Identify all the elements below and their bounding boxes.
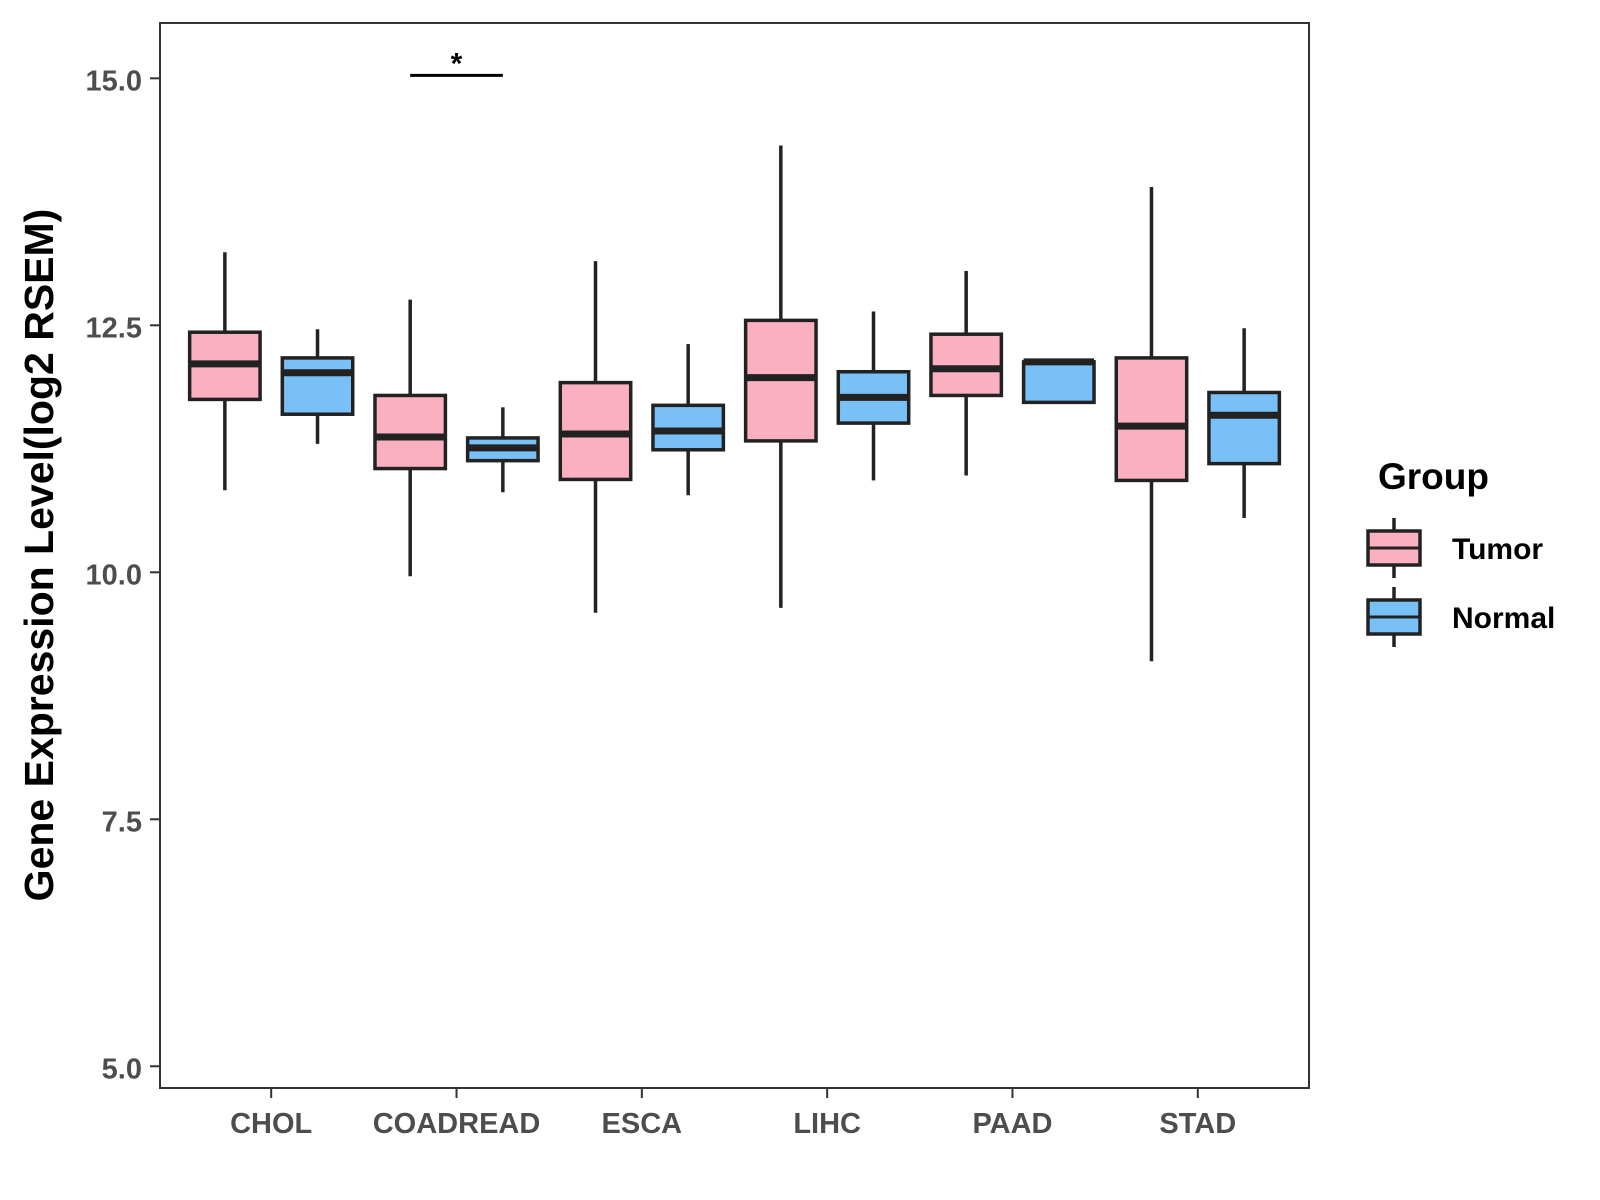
box-tumor-stad [1114,186,1189,662]
y-tick-label: 7.5 [102,806,142,838]
box-body [1207,390,1282,466]
x-tick-label: LIHC [793,1108,861,1140]
legend-items: Tumor Normal [1366,518,1555,647]
x-tick-label: PAAD [972,1108,1052,1140]
y-tick-label: 12.5 [86,312,142,344]
y-tick-label: 5.0 [102,1053,142,1085]
box-body [1114,356,1189,483]
x-axis: CHOL COADREAD ESCA LIHC PAAD STAD [230,1088,1236,1140]
x-tick-label: CHOL [230,1108,312,1140]
box-series [187,145,1282,662]
box-normal-paad [1021,358,1096,405]
x-tick-label: STAD [1159,1108,1236,1140]
box-tumor-coadread [373,299,448,577]
legend-title: Group [1378,456,1489,497]
legend: Group Tumor Normal [1366,456,1555,647]
y-axis-title: Gene Expression Level(log2 RSEM) [16,209,62,902]
y-axis: 5.0 7.5 10.0 12.5 15.0 [86,65,160,1085]
box-tumor-paad [929,270,1004,476]
box-body [1021,360,1096,405]
box-normal-chol [280,329,355,444]
box-normal-stad [1207,328,1282,518]
box-body [929,332,1004,398]
box-tumor-esca [558,261,633,613]
legend-label: Tumor [1452,533,1543,566]
legend-entry-normal: Normal [1366,587,1555,647]
box-tumor-chol [187,252,262,491]
box-normal-lihc [836,311,911,481]
significance-annotations: * [410,47,503,80]
x-tick-label: COADREAD [373,1108,541,1140]
y-tick-label: 15.0 [86,65,142,97]
significance-star: * [451,47,463,80]
legend-label: Normal [1452,602,1555,635]
box-normal-coadread [465,407,540,493]
x-tick-label: ESCA [602,1108,683,1140]
box-body [280,356,355,416]
box-normal-esca [651,344,726,496]
legend-entry-tumor: Tumor [1366,518,1543,578]
box-body [373,393,448,471]
y-tick-label: 10.0 [86,559,142,591]
plot-panel-border [159,22,1310,1089]
box-tumor-lihc [743,145,818,608]
